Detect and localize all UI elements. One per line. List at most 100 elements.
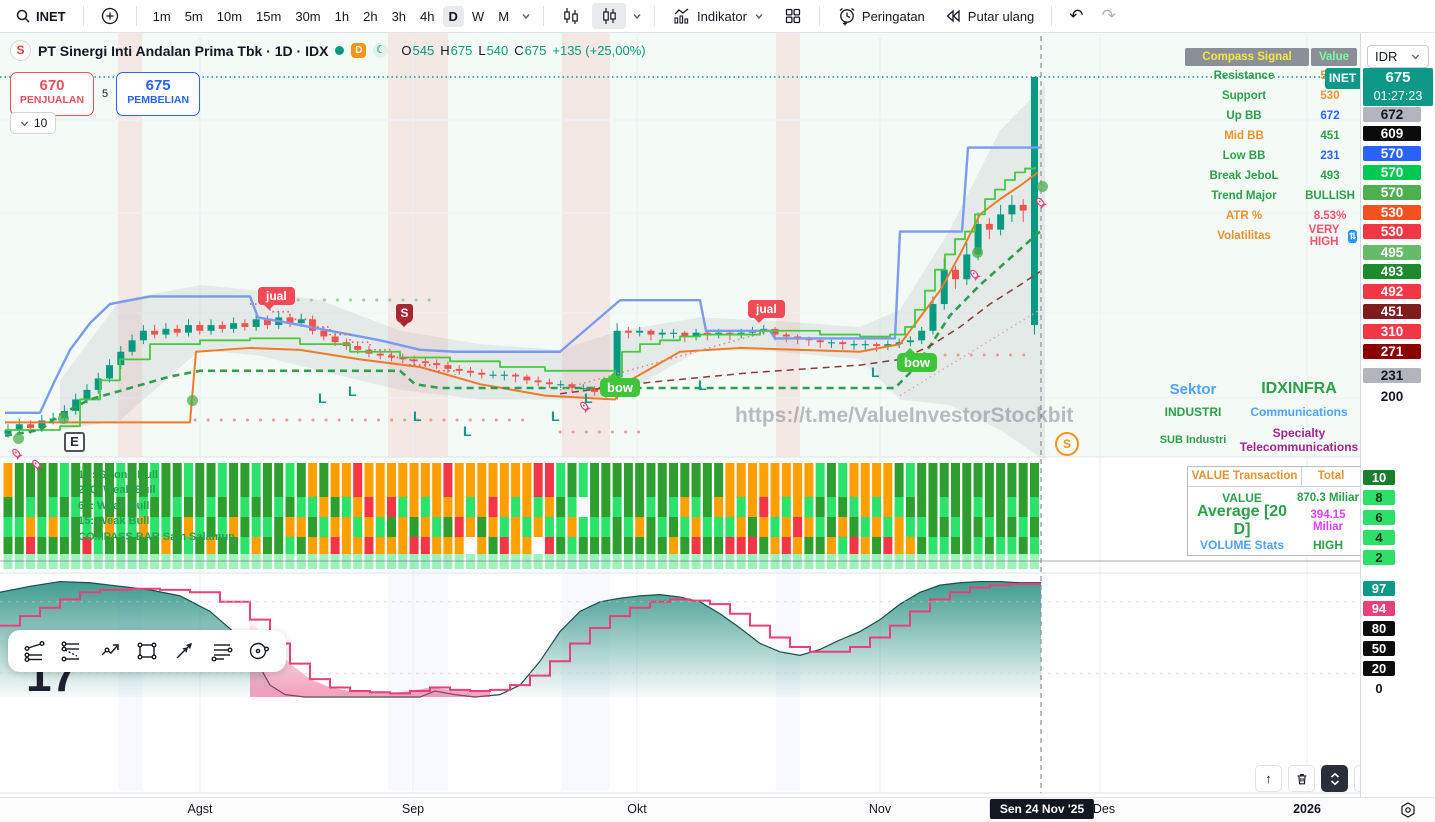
candle xyxy=(117,351,125,366)
rocket-icon xyxy=(10,447,24,461)
low-value: 540 xyxy=(486,43,509,58)
candle xyxy=(579,388,587,390)
price-level-chip: 570 xyxy=(1363,185,1421,200)
timeframe-W[interactable]: W xyxy=(471,8,485,24)
timeframe-5m[interactable]: 5m xyxy=(184,8,203,24)
currency-value: IDR xyxy=(1375,49,1398,64)
last-price: 675 xyxy=(1385,69,1411,86)
alert-label: Peringatan xyxy=(861,8,925,24)
compass-bar-legend: 1D: Strong Bull 240: Weak Bull 60: Weak Bu… xyxy=(78,468,235,545)
price-level-chip: 672 xyxy=(1363,107,1421,122)
tool-ellipse-icon[interactable] xyxy=(246,638,272,664)
price-level-chip: 310 xyxy=(1363,324,1421,339)
candle xyxy=(4,429,12,434)
candle xyxy=(196,325,204,331)
timeframe-4h[interactable]: 4h xyxy=(420,8,435,24)
tool-polyline-icon[interactable] xyxy=(97,638,123,664)
candle xyxy=(974,223,982,255)
replay-button[interactable]: Putar ulang xyxy=(936,3,1042,29)
l-marker: L xyxy=(551,408,560,424)
price-level-chip: 231 xyxy=(1363,368,1421,383)
timeframe-1h[interactable]: 1h xyxy=(334,8,350,24)
candle xyxy=(816,340,824,343)
compare-add-button[interactable] xyxy=(94,4,126,28)
symbol-price-tag: INET xyxy=(1325,68,1360,89)
timeframe-2h[interactable]: 2h xyxy=(363,8,378,24)
bar-style-menu-button[interactable] xyxy=(630,9,644,23)
alarm-clock-icon xyxy=(837,6,857,26)
high-value: 675 xyxy=(450,43,473,58)
price-level-chip: 451 xyxy=(1363,304,1421,319)
timeframe-D[interactable]: D xyxy=(442,5,464,27)
timezone-settings-icon[interactable] xyxy=(1399,801,1417,819)
compass-row: Trend Major BULLISH xyxy=(1211,190,1355,202)
candle xyxy=(388,355,396,358)
symbol-search[interactable]: INET xyxy=(8,5,73,27)
compass-row: Break JeboL 493 xyxy=(1209,170,1340,182)
scroll-to-recent-button[interactable]: ↑ xyxy=(1255,765,1282,792)
candle xyxy=(591,388,599,392)
tool-arrow-icon[interactable] xyxy=(171,638,197,664)
candle xyxy=(884,344,892,347)
timeframe-1m[interactable]: 1m xyxy=(152,8,171,24)
currency-selector[interactable]: IDR xyxy=(1367,45,1429,68)
timeframe-15m[interactable]: 15m xyxy=(256,8,282,24)
open-value: 545 xyxy=(412,43,435,58)
sell-button[interactable]: 670 PENJUALAN xyxy=(10,72,94,116)
symbol-title[interactable]: PT Sinergi Inti Andalan Prima Tbk · 1D ·… xyxy=(38,42,329,59)
compass-row: Support 530 xyxy=(1221,90,1340,102)
undo-button[interactable]: ↶ xyxy=(1069,6,1084,25)
price-level-chip: 271 xyxy=(1363,344,1421,359)
tool-fib-retracement-icon[interactable] xyxy=(209,638,235,664)
candle xyxy=(906,340,914,343)
overlay-lime-step xyxy=(5,166,1036,431)
tool-trend-line-icon[interactable] xyxy=(22,638,48,664)
delete-drawings-button[interactable] xyxy=(1288,765,1315,792)
layout-grid-button[interactable] xyxy=(777,4,809,28)
redo-button[interactable]: ↷ xyxy=(1101,6,1116,25)
candle xyxy=(512,374,520,377)
bar-style-selected-button[interactable] xyxy=(592,3,627,29)
green-dot-marker xyxy=(1037,181,1048,192)
candle xyxy=(275,317,283,326)
auto-scale-button[interactable] xyxy=(1321,765,1348,792)
lot-size-dropdown[interactable]: 10 xyxy=(10,112,57,134)
divider xyxy=(1051,6,1053,26)
timeframe-10m[interactable]: 10m xyxy=(216,8,243,24)
price-scale[interactable]: IDR 675 01:27:23 672 609 570 570 570 530 530 495 4… xyxy=(1360,33,1435,797)
bar-style-button[interactable] xyxy=(554,3,588,29)
session-highlight-band xyxy=(776,33,800,457)
timeframe-M[interactable]: M xyxy=(498,8,510,24)
session-highlight-band xyxy=(562,33,610,457)
candle xyxy=(670,332,678,334)
candle xyxy=(1019,204,1027,211)
indicators-button[interactable]: Indikator xyxy=(665,3,773,29)
tool-rectangle-icon[interactable] xyxy=(134,638,160,664)
axis-label-2026: 2026 xyxy=(1293,802,1321,816)
candle xyxy=(252,319,260,327)
oscillator-scale-chip: 94 xyxy=(1363,601,1395,616)
candle xyxy=(794,336,802,339)
candle xyxy=(963,254,971,280)
indicators-label: Indikator xyxy=(697,8,747,24)
compass-bar-status: 1D: Strong Bull xyxy=(78,469,159,481)
candle xyxy=(466,370,474,373)
tool-parallel-channel-icon[interactable] xyxy=(59,638,85,664)
price-level-chip: 493 xyxy=(1363,264,1421,279)
compass-bar-status: 15: Weak Bull xyxy=(78,515,150,528)
candle xyxy=(60,410,68,419)
timeframe-3h[interactable]: 3h xyxy=(391,8,407,24)
time-axis[interactable]: Agst Sep Okt Nov Des 2026 Sen 24 Nov '25 xyxy=(0,797,1435,822)
divider xyxy=(818,6,820,26)
timeframe-30m[interactable]: 30m xyxy=(295,8,321,24)
candle xyxy=(27,424,35,429)
candle xyxy=(534,380,542,383)
candle xyxy=(760,328,768,331)
timeframe-menu-button[interactable] xyxy=(519,9,533,23)
buy-button[interactable]: 675 PEMBELIAN xyxy=(116,72,201,116)
alert-button[interactable]: Peringatan xyxy=(830,3,932,29)
candle xyxy=(94,378,102,390)
s-sell-badge: S xyxy=(396,304,413,327)
green-dot-marker xyxy=(972,247,983,258)
